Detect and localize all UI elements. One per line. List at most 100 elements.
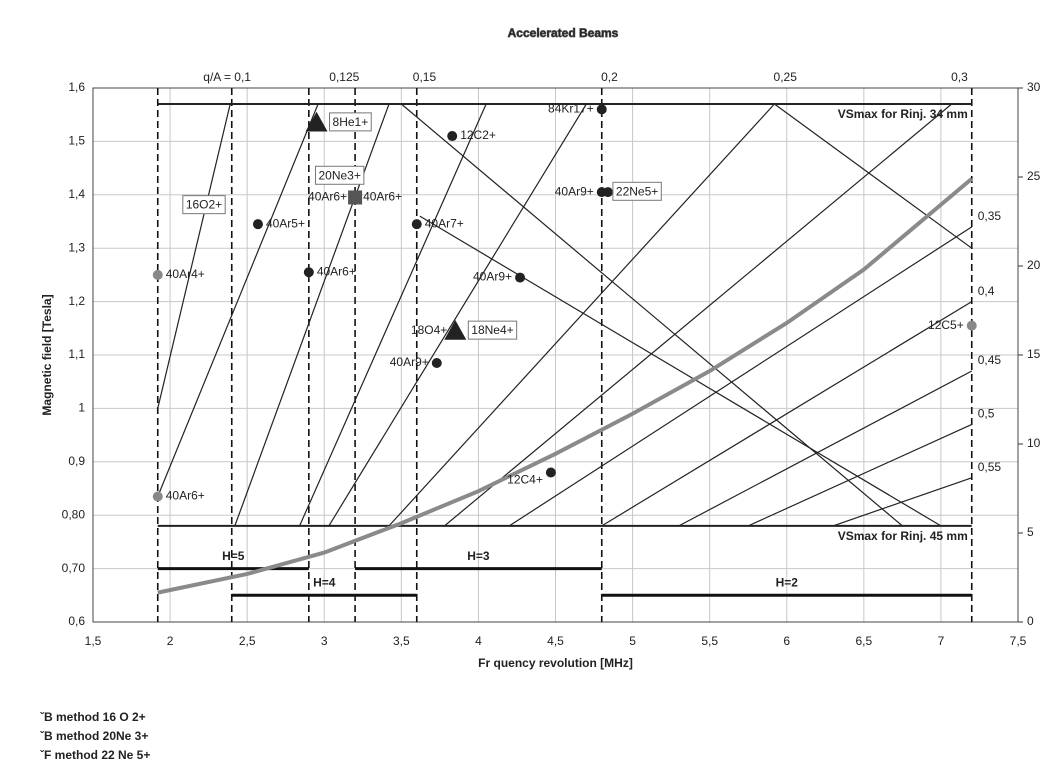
y-tick-label: 1,6 [68,80,85,94]
point-label: 40Ar6+ [166,489,205,503]
point [152,491,163,502]
x-tick-label: 3,5 [393,634,410,648]
point-label: 40Ar6+ [317,264,356,278]
y-tick-label: 1,1 [68,347,85,361]
x-axis-title: Fr quency revolution [MHz] [478,656,633,670]
label-box [314,165,365,185]
point-label: 20Ne3+ [318,168,360,182]
point-label: 40Ar4+ [166,267,205,281]
point-label: 40Ar9+ [555,184,594,198]
x-tick-label: 6,5 [855,634,872,648]
qa-label: 0,45 [978,353,1002,367]
y-tick-label: 0,80 [62,507,86,521]
q-line [157,103,319,497]
x-tick-label: 4 [475,634,482,648]
point-label: 22Ne5+ [616,184,658,198]
point-label: 18Ne4+ [471,323,513,337]
point [252,219,263,230]
q-line [419,215,942,527]
footer-line: ˇF method 22 Ne 5+ [40,748,150,762]
q-line [388,103,775,527]
x-tick-label: 7,5 [1010,634,1027,648]
q-line [832,477,972,527]
point [966,320,977,331]
point-label: 12C2+ [460,128,496,142]
q-line [601,301,973,527]
point-label: 18O4+ [411,323,447,337]
y2-tick-label: 25 [1027,169,1041,183]
qa-label: 0,125 [329,70,359,84]
qa-label: 0,35 [978,209,1002,223]
q-line [774,103,973,249]
qa-label: 0,15 [413,70,437,84]
q-line [400,103,903,527]
label-box [612,181,662,201]
harmonic-label: H=2 [776,575,799,589]
footer-line: ˇB method 20Ne 3+ [40,729,148,743]
x-tick-label: 3 [321,634,328,648]
q-line [444,103,953,527]
y-tick-label: 1 [78,401,85,415]
limit-label: VSmax for Rinj. 45 mm [838,529,968,543]
label-box [467,320,518,340]
y-tick-label: 0,6 [68,614,85,628]
x-tick-label: 6 [783,634,790,648]
point-label: 40Ar9+ [473,270,512,284]
qa-label: q/A = 0,1 [203,70,251,84]
label-box [329,112,372,132]
y2-tick-label: 15 [1027,347,1041,361]
point [152,269,163,280]
y2-tick-label: 10 [1027,436,1041,450]
point [602,187,613,198]
point [447,131,458,142]
y2-tick-label: 5 [1027,525,1034,539]
point-label: 16O2+ [186,198,222,212]
point [411,219,422,230]
harmonic-label: H=4 [313,575,336,589]
y-tick-label: 1,3 [68,240,85,254]
point-label: 12C4+ [507,473,543,487]
y-tick-label: 1,4 [68,187,85,201]
point [545,467,556,478]
point [303,267,314,278]
harmonic-label: H=3 [467,549,490,563]
qa-label: 0,25 [774,70,798,84]
qa-label: 0,2 [601,70,618,84]
point [444,319,467,340]
x-tick-label: 5,5 [701,634,718,648]
q-line [747,423,972,527]
qa-label: 0,5 [978,407,995,421]
q-line [508,226,973,527]
point [431,358,442,369]
qa-label: 0,3 [951,70,968,84]
x-tick-label: 4,5 [547,634,564,648]
curve [157,177,974,595]
point-label: 40Ar9+ [390,355,429,369]
y2-tick-label: 20 [1027,258,1041,272]
q-line [678,370,973,527]
x-tick-label: 2 [167,634,174,648]
y2-tick-label: 30 [1027,80,1041,94]
y-tick-label: 0,9 [68,454,85,468]
x-tick-label: 7 [938,634,945,648]
point [348,190,363,205]
point-label: 8He1+ [333,115,369,129]
y-tick-label: 1,2 [68,294,85,308]
point-label: 12C5+ [928,318,964,332]
plot-frame [92,87,1019,623]
x-tick-label: 5 [629,634,636,648]
y2-tick-label: 0 [1027,614,1034,628]
chart-title: Accelerated Beams [508,26,619,40]
point-label: 40Ar6+ [308,190,347,204]
x-tick-label: 2,5 [239,634,256,648]
y-tick-label: 0,70 [62,561,86,575]
qa-label: 0,55 [978,460,1002,474]
q-line [299,103,487,527]
limit-label: VSmax for Rinj. 34 mm [838,107,968,121]
point-label: 40Ar7+ [425,216,464,230]
harmonic-label: H=5 [222,549,245,563]
y-axis-title: Magnetic field [Tesla] [40,294,54,415]
q-line [328,103,587,527]
